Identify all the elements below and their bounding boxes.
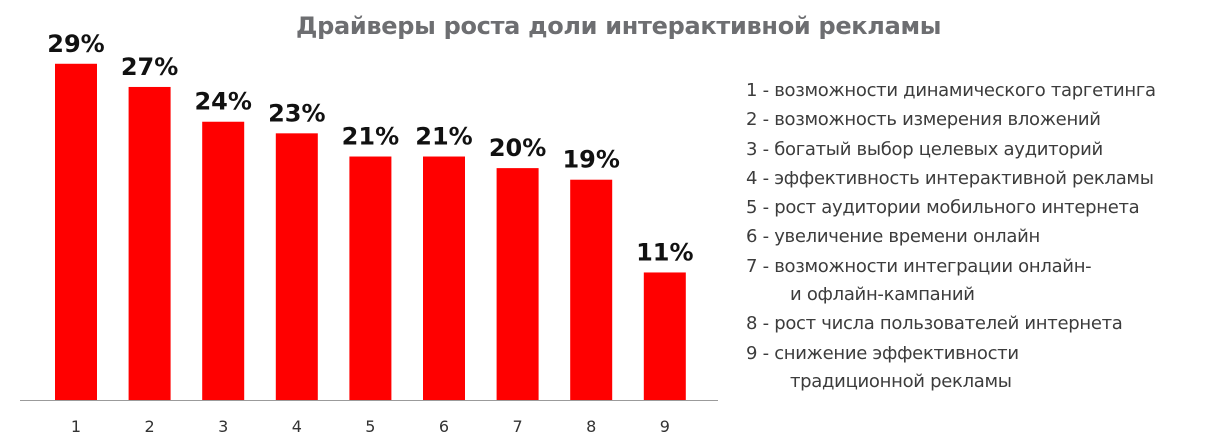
- value-label-9: 11%: [636, 238, 693, 266]
- x-tick-label-7: 7: [513, 417, 523, 436]
- bar-1: [55, 63, 97, 400]
- bar-5: [349, 156, 392, 400]
- x-tick-label-5: 5: [365, 417, 375, 436]
- value-label-6: 21%: [415, 123, 472, 151]
- legend-item-8: 8 - рост числа пользователей интернета: [746, 313, 1123, 335]
- x-tick-label-9: 9: [660, 417, 670, 436]
- bar-chart: 29% 1 27% 2 24% 3 23% 4 21% 5 21% 6 20% 7 19% 8 11% 9: [20, 30, 718, 436]
- x-tick-label-4: 4: [292, 417, 302, 436]
- bar-3: [202, 121, 245, 400]
- bar-9: [643, 272, 686, 400]
- legend-item-7: 7 - возможности интеграции онлайн-: [746, 255, 1092, 277]
- x-tick-label-6: 6: [439, 417, 449, 436]
- legend-item-9: 9 - снижение эффективности: [746, 342, 1019, 364]
- value-label-4: 23%: [268, 99, 325, 127]
- value-label-7: 20%: [489, 134, 546, 162]
- x-tick-label-3: 3: [218, 417, 228, 436]
- bar-8: [570, 179, 613, 400]
- legend-item-9-continuation: традиционной рекламы: [790, 370, 1012, 392]
- legend: 1 - возможности динамического таргетинга…: [746, 76, 1206, 396]
- value-label-1: 29%: [47, 30, 104, 58]
- legend-item-6: 6 - увеличение времени онлайн: [746, 226, 1040, 248]
- bar-2: [128, 86, 171, 401]
- legend-item-5: 5 - рост аудитории мобильного интернета: [746, 197, 1140, 219]
- value-label-2: 27%: [121, 53, 178, 81]
- legend-item-7-continuation: и офлайн-кампаний: [790, 284, 975, 306]
- value-label-8: 19%: [562, 146, 619, 174]
- bar-4: [275, 133, 318, 401]
- x-tick-label-8: 8: [586, 417, 596, 436]
- chart-title: Драйверы роста доли интерактивной реклам…: [296, 12, 942, 40]
- x-tick-label-1: 1: [71, 417, 81, 436]
- value-label-3: 24%: [194, 88, 251, 116]
- value-label-5: 21%: [342, 123, 399, 151]
- legend-item-4: 4 - эффективность интерактивной рекламы: [746, 167, 1154, 189]
- bar-6: [423, 156, 465, 400]
- legend-item-3: 3 - богатый выбор целевых аудиторий: [746, 138, 1103, 160]
- legend-item-1: 1 - возможности динамического таргетинга: [746, 80, 1156, 101]
- x-tick-label-2: 2: [145, 417, 155, 436]
- legend-item-2: 2 - возможность измерения вложений: [746, 109, 1101, 131]
- bar-7: [496, 168, 539, 400]
